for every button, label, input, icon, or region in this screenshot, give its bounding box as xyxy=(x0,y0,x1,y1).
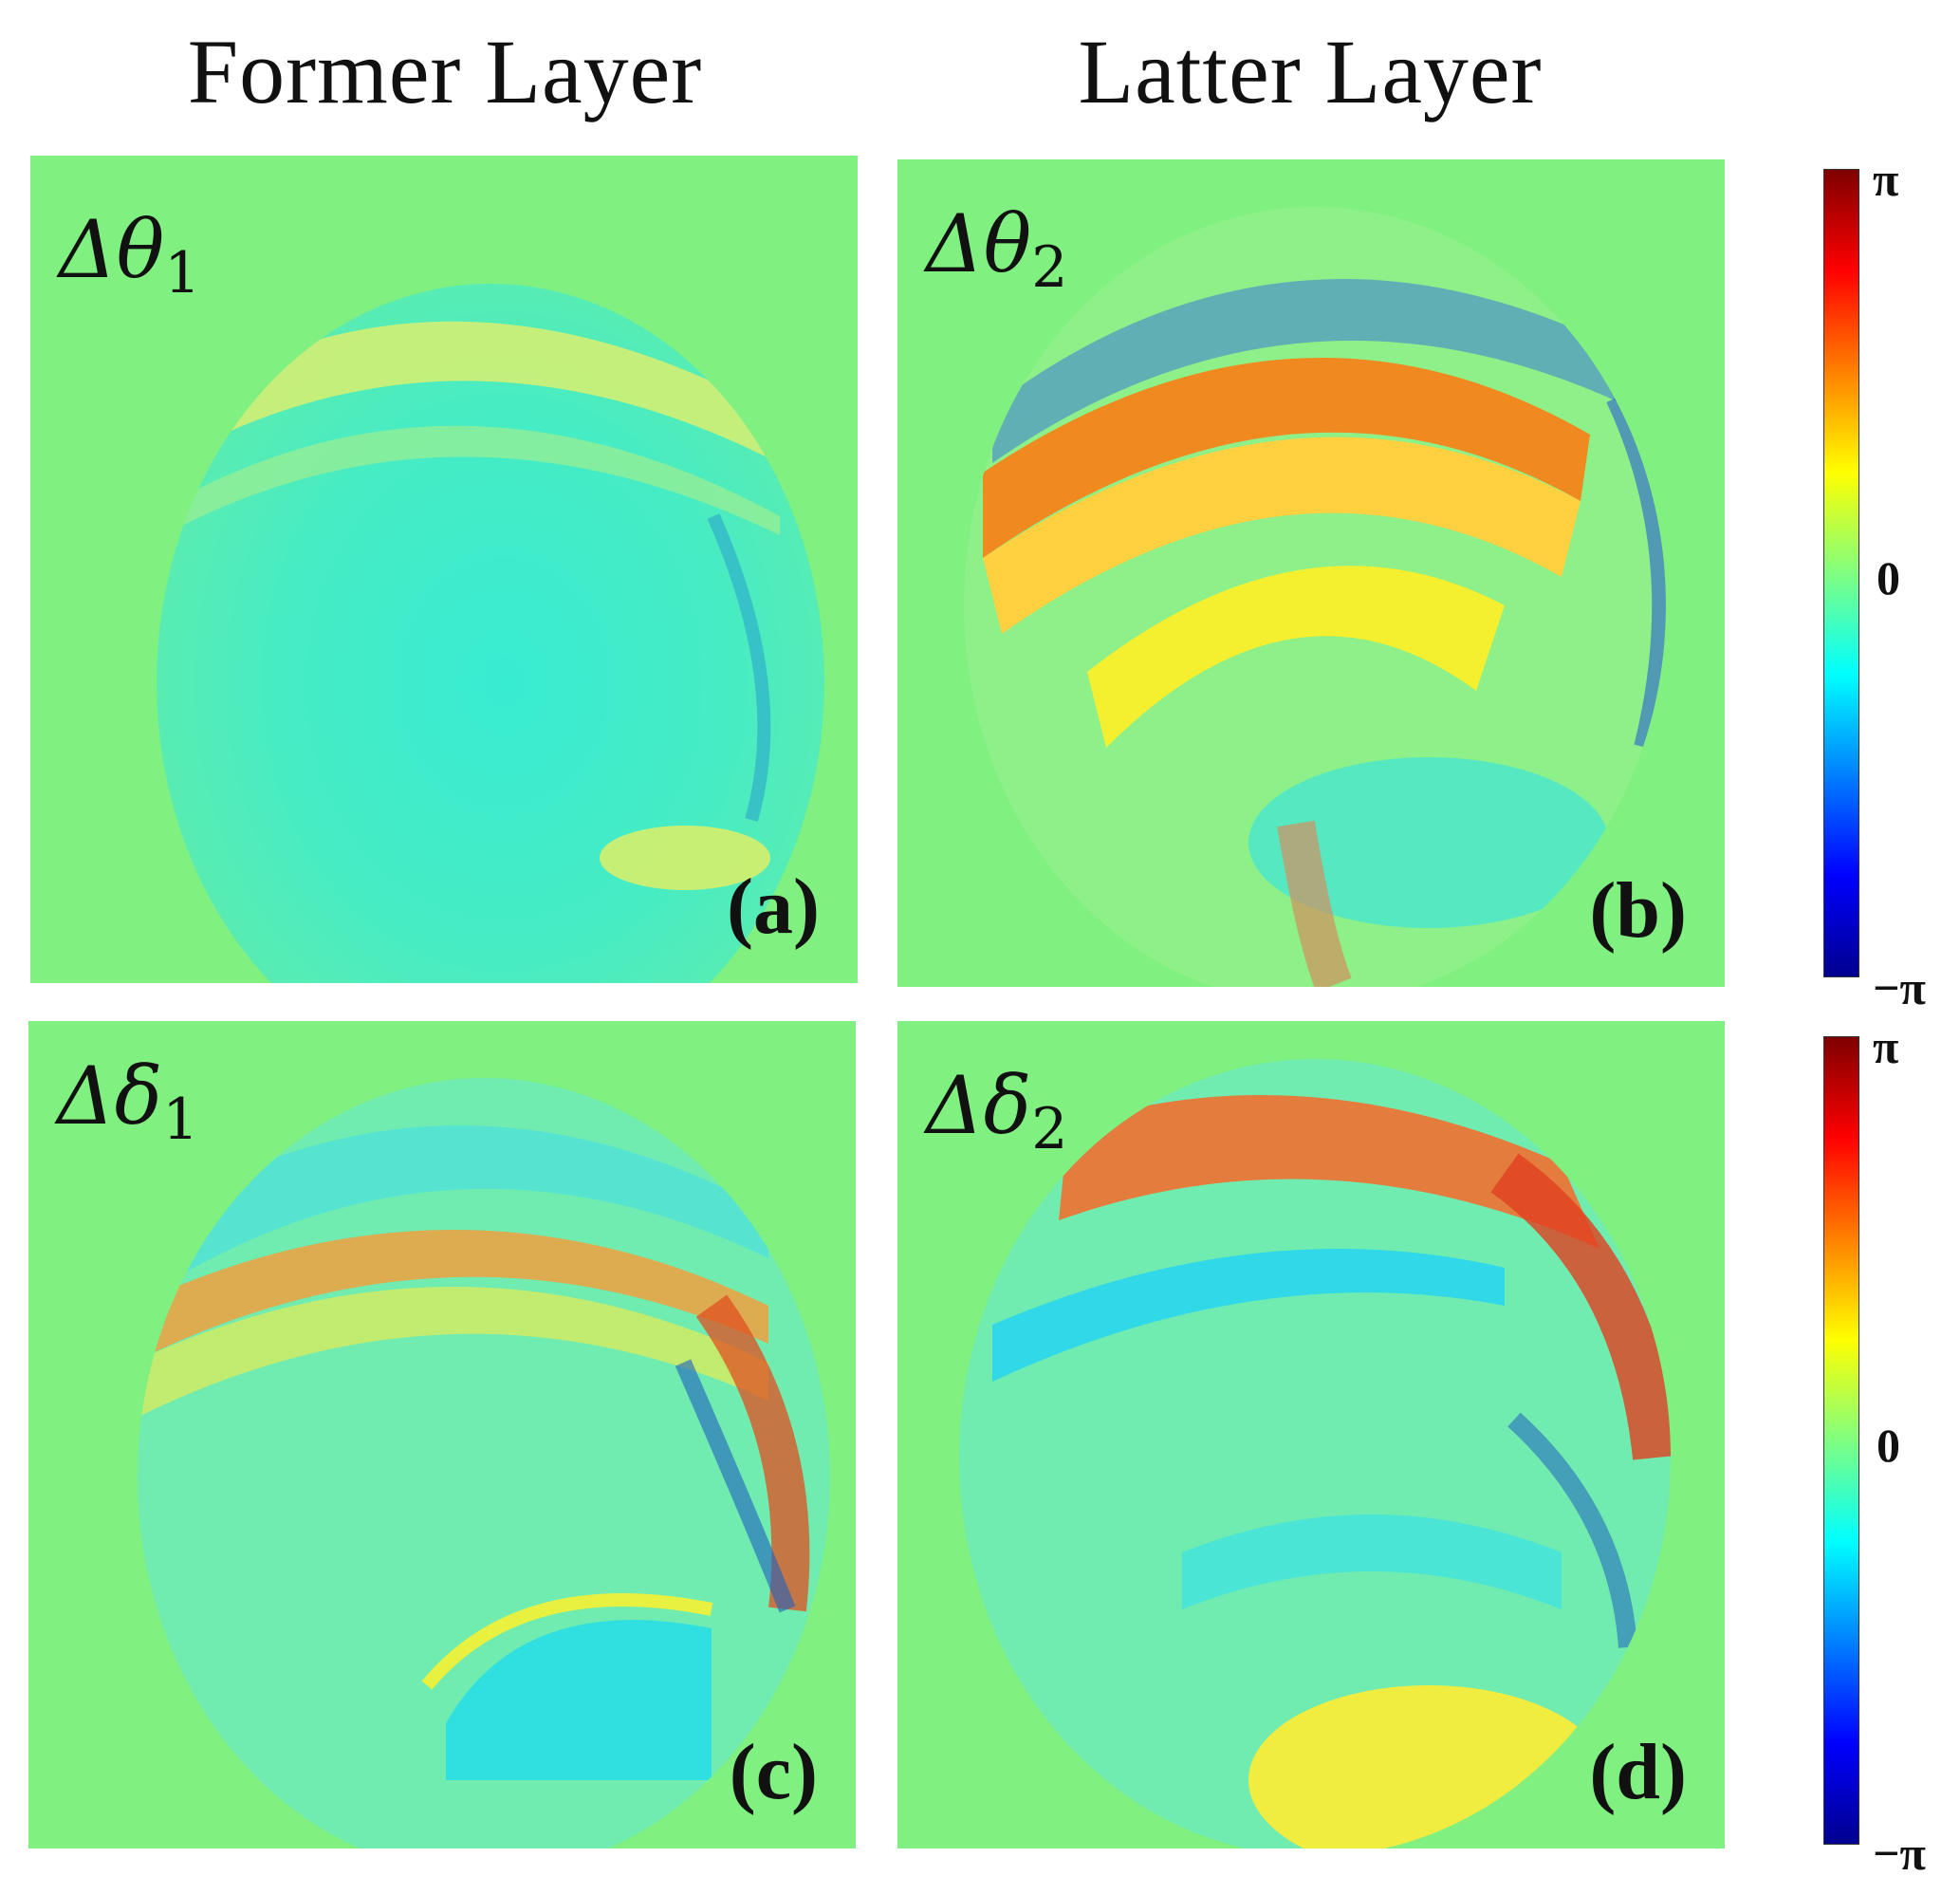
colorbar-bottom-zero: 0 xyxy=(1877,1419,1900,1472)
colorbar-bottom-max: π xyxy=(1873,1020,1899,1073)
panel-label-b: Δθ2 xyxy=(926,197,1068,301)
panel-label-a: Δθ1 xyxy=(59,203,201,307)
panel-b: Δθ2 (b) xyxy=(897,159,1725,987)
column-title-former: Former Layer xyxy=(187,21,703,122)
colorbar-top-max: π xyxy=(1873,153,1899,206)
panel-tag-a: (a) xyxy=(727,863,820,951)
panel-tag-d: (d) xyxy=(1589,1728,1687,1816)
colorbar-top-min: −π xyxy=(1873,961,1926,1014)
panel-tag-b: (b) xyxy=(1589,866,1687,955)
panel-label-c: Δδ1 xyxy=(57,1050,199,1153)
phase-map-d xyxy=(959,1059,1671,1849)
panel-d: Δδ2 (d) xyxy=(897,1021,1725,1849)
phase-map-c xyxy=(138,1078,830,1849)
colorbar-top xyxy=(1823,169,1859,977)
column-title-latter: Latter Layer xyxy=(1078,21,1543,122)
panel-c: Δδ1 (c) xyxy=(28,1021,856,1849)
panel-tag-c: (c) xyxy=(729,1728,818,1816)
colorbar-bottom xyxy=(1823,1036,1859,1845)
phase-map-b xyxy=(964,207,1666,987)
panel-a: Δθ1 (a) xyxy=(30,156,858,983)
phase-map-a xyxy=(157,284,824,983)
panel-label-d: Δδ2 xyxy=(926,1059,1068,1162)
colorbar-bottom-min: −π xyxy=(1873,1827,1926,1880)
colorbar-top-zero: 0 xyxy=(1877,551,1900,604)
